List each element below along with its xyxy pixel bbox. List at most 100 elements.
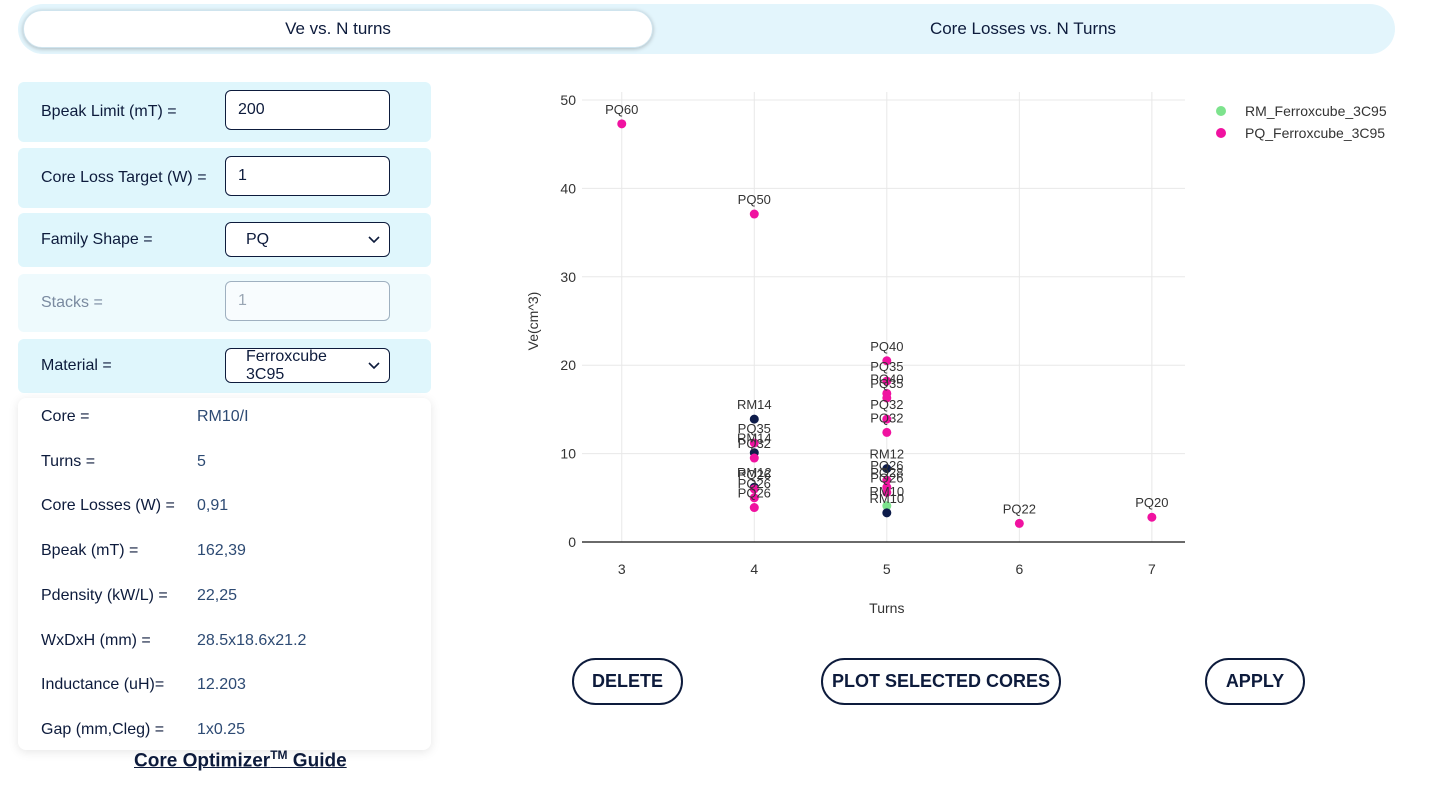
data-point[interactable] xyxy=(882,356,892,366)
core-loss-target-label: Core Loss Target (W) = xyxy=(41,169,207,186)
data-point-label: RM12 xyxy=(737,465,772,480)
bpeak-value: 162,39 xyxy=(197,542,246,559)
data-point[interactable] xyxy=(749,453,759,463)
core-losses-label: Core Losses (W) = xyxy=(41,497,175,514)
bpeak-limit-label: Bpeak Limit (mT) = xyxy=(41,103,177,120)
turns-value: 5 xyxy=(197,453,206,470)
dimensions-value: 28.5x18.6x21.2 xyxy=(197,632,307,649)
y-tick-label: 10 xyxy=(560,446,576,462)
chart-legend[interactable]: RM_Ferroxcube_3C95 PQ_Ferroxcube_3C95 xyxy=(1216,103,1387,141)
core-loss-target-input[interactable]: 1 xyxy=(225,156,390,196)
y-tick-label: 0 xyxy=(568,534,576,550)
legend-entry[interactable]: RM_Ferroxcube_3C95 xyxy=(1245,103,1387,119)
x-axis-title: Turns xyxy=(869,600,904,616)
core-losses-value: 0,91 xyxy=(197,497,229,514)
data-point-label: PQ26 xyxy=(738,467,771,482)
data-point-label: RM12 xyxy=(869,447,904,462)
turns-label: Turns = xyxy=(41,453,96,470)
data-point-label: PQ60 xyxy=(605,102,638,117)
data-point-label: RM10 xyxy=(869,491,904,506)
data-point[interactable] xyxy=(749,503,759,513)
chevron-down-icon xyxy=(368,236,380,244)
tab-core-losses-vs-turns[interactable]: Core Losses vs. N Turns xyxy=(929,19,1117,38)
tab-ve-vs-turns[interactable]: Ve vs. N turns xyxy=(23,10,653,48)
chart-grid xyxy=(582,92,1185,542)
chart-axes: 0 10 20 30 40 50 3 4 5 6 7 Turns Ve(cm^3) xyxy=(525,92,1185,616)
core-optimizer-guide-link[interactable]: Core OptimizerTM Guide xyxy=(134,748,347,772)
family-shape-select[interactable]: PQ xyxy=(225,222,390,257)
core-loss-target-row: Core Loss Target (W) = 1 xyxy=(18,148,431,208)
data-point[interactable] xyxy=(749,484,759,494)
plot-selected-cores-button[interactable]: PLOT SELECTED CORES xyxy=(821,658,1061,705)
data-point[interactable] xyxy=(882,427,892,437)
data-point-label: PQ35 xyxy=(738,421,771,436)
data-point[interactable] xyxy=(749,438,759,448)
data-point-label: PQ20 xyxy=(1135,495,1168,510)
family-shape-value: PQ xyxy=(246,230,270,248)
gap-label: Gap (mm,Cleg) = xyxy=(41,721,165,738)
dimensions-label: WxDxH (mm) = xyxy=(41,632,151,649)
guide-suffix: Guide xyxy=(287,750,347,772)
data-point[interactable] xyxy=(882,464,892,474)
data-point[interactable] xyxy=(1014,518,1024,528)
material-select[interactable]: Ferroxcube 3C95 xyxy=(225,348,390,383)
data-point[interactable] xyxy=(749,493,759,503)
family-shape-label: Family Shape = xyxy=(41,231,153,248)
data-point[interactable] xyxy=(882,475,892,485)
data-point-label: PQ40 xyxy=(870,371,903,386)
data-point[interactable] xyxy=(882,508,892,518)
gap-value: 1x0.25 xyxy=(197,721,246,738)
data-point[interactable] xyxy=(882,414,892,424)
stacks-input: 1 xyxy=(225,281,390,321)
data-point[interactable] xyxy=(882,393,892,403)
legend-marker[interactable] xyxy=(1216,128,1226,138)
data-point-label: PQ26 xyxy=(738,476,771,491)
chart-point-labels: RM14RM14RM12RM12RM10RM10PQ60PQ50PQ35PQ32… xyxy=(605,102,1168,517)
apply-button[interactable]: APPLY xyxy=(1205,658,1305,705)
x-tick-label: 5 xyxy=(883,561,891,577)
delete-button[interactable]: DELETE xyxy=(572,658,683,705)
data-point-label: PQ32 xyxy=(870,397,903,412)
data-point[interactable] xyxy=(882,501,892,511)
material-row: Material = Ferroxcube 3C95 xyxy=(18,339,431,393)
chevron-down-icon xyxy=(368,362,380,370)
tab-bar: Ve vs. N turns Core Losses vs. N Turns xyxy=(18,4,1395,54)
data-point-label: PQ32 xyxy=(738,436,771,451)
y-tick-label: 40 xyxy=(560,180,576,196)
inductance-value: 12.203 xyxy=(197,676,246,693)
material-label: Material = xyxy=(41,357,112,374)
data-point[interactable] xyxy=(882,376,892,386)
data-point-label: PQ35 xyxy=(870,359,903,374)
stacks-label: Stacks = xyxy=(41,294,103,311)
y-tick-label: 30 xyxy=(560,269,576,285)
data-point[interactable] xyxy=(617,119,627,129)
data-point-label: PQ35 xyxy=(870,376,903,391)
data-point-label: PQ50 xyxy=(738,192,771,207)
family-shape-row: Family Shape = PQ xyxy=(18,213,431,267)
legend-entry[interactable]: PQ_Ferroxcube_3C95 xyxy=(1245,125,1385,141)
y-axis-title: Ve(cm^3) xyxy=(525,292,541,351)
data-point-label: PQ22 xyxy=(1003,501,1036,516)
data-point-label: PQ28 xyxy=(870,465,903,480)
legend-marker[interactable] xyxy=(1216,106,1226,116)
bpeak-limit-input[interactable]: 200 xyxy=(225,90,390,130)
material-value: Ferroxcube 3C95 xyxy=(246,347,327,383)
data-point[interactable] xyxy=(1147,512,1157,522)
chart-points[interactable] xyxy=(617,119,1157,528)
core-details-card: Core = RM10/I Turns = 5 Core Losses (W) … xyxy=(18,398,431,750)
data-point-label: RM14 xyxy=(737,431,772,446)
data-point-label: RM14 xyxy=(737,397,772,412)
data-point[interactable] xyxy=(749,209,759,219)
guide-trademark: TM xyxy=(270,748,288,762)
data-point-label: PQ26 xyxy=(738,486,771,501)
data-point[interactable] xyxy=(882,487,892,497)
data-point-label: RM10 xyxy=(869,484,904,499)
data-point[interactable] xyxy=(749,414,759,424)
pdensity-value: 22,25 xyxy=(197,587,238,604)
stacks-row: Stacks = 1 xyxy=(18,274,431,332)
data-point-label: PQ26 xyxy=(870,458,903,473)
x-tick-label: 6 xyxy=(1015,561,1023,577)
data-point-label: PQ26 xyxy=(870,470,903,485)
ve-vs-turns-chart[interactable]: 0 10 20 30 40 50 3 4 5 6 7 Turns Ve(cm^3) RM14 RM14 RM… xyxy=(520,80,1420,630)
bpeak-limit-row: Bpeak Limit (mT) = 200 xyxy=(18,82,431,142)
